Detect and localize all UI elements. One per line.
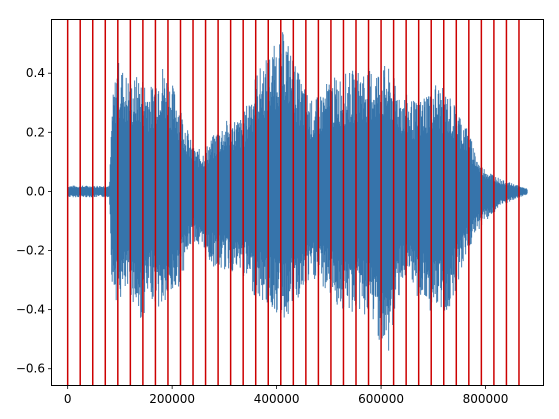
x-axis: 0 200000 400000 600000 800000 [64, 385, 509, 406]
y-tick-label: −0.4 [16, 303, 45, 317]
y-tick-label: 0.0 [26, 184, 45, 198]
y-tick-label: −0.2 [16, 244, 45, 258]
x-tick-label: 800000 [463, 392, 509, 406]
x-tick-label: 200000 [149, 392, 195, 406]
y-axis: −0.6 −0.4 −0.2 0.0 0.2 0.4 [16, 66, 52, 376]
x-tick-label: 0 [64, 392, 72, 406]
plot-frame [51, 19, 544, 386]
waveform-layer [67, 32, 528, 351]
y-tick-label: −0.6 [16, 362, 45, 376]
y-tick-label: 0.4 [26, 66, 45, 80]
x-tick-label: 400000 [254, 392, 300, 406]
vertical-lines-layer [66, 20, 520, 385]
x-tick-label: 600000 [358, 392, 404, 406]
y-tick-label: 0.2 [26, 125, 45, 139]
waveform-series [67, 32, 528, 351]
